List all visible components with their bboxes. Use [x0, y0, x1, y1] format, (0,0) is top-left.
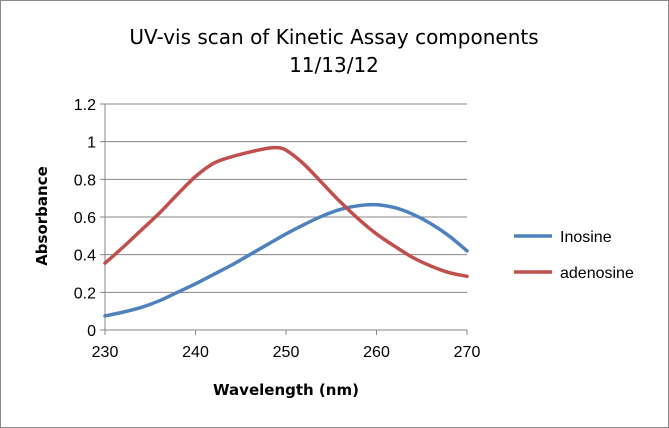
series-line-inosine: [103, 202, 469, 318]
chart-title-line2: 11/13/12: [289, 53, 379, 77]
x-axis-label: Wavelength (nm): [213, 381, 359, 399]
series-lines: [103, 145, 469, 318]
x-tick-label-1: 240: [182, 344, 209, 361]
y-tick-label-2: 0.4: [74, 248, 96, 265]
y-tick-label-5: 1: [87, 135, 96, 152]
axes: [100, 103, 468, 335]
x-tick-labels: 230 240 250 260 270: [92, 344, 481, 361]
legend-label-inosine: Inosine: [560, 229, 612, 246]
y-tick-label-1: 0.2: [74, 285, 96, 302]
y-axis-label: Absorbance: [33, 166, 51, 266]
series-line-adenosine: [103, 145, 469, 279]
y-tick-labels: 0 0.2 0.4 0.6 0.8 1 1.2: [74, 97, 96, 340]
x-tick-label-4: 270: [454, 344, 481, 361]
y-tick-label-4: 0.8: [74, 172, 96, 189]
legend: Inosine adenosine: [514, 229, 634, 282]
legend-label-adenosine: adenosine: [560, 265, 634, 282]
x-tick-label-3: 260: [363, 344, 390, 361]
chart-title-line1: UV-vis scan of Kinetic Assay components: [129, 25, 538, 49]
y-tick-label-0: 0: [87, 323, 96, 340]
gridlines: [105, 103, 467, 293]
x-tick-label-0: 230: [92, 344, 119, 361]
y-tick-label-3: 0.6: [74, 210, 96, 227]
x-tick-label-2: 250: [273, 344, 300, 361]
y-tick-label-6: 1.2: [74, 97, 96, 114]
